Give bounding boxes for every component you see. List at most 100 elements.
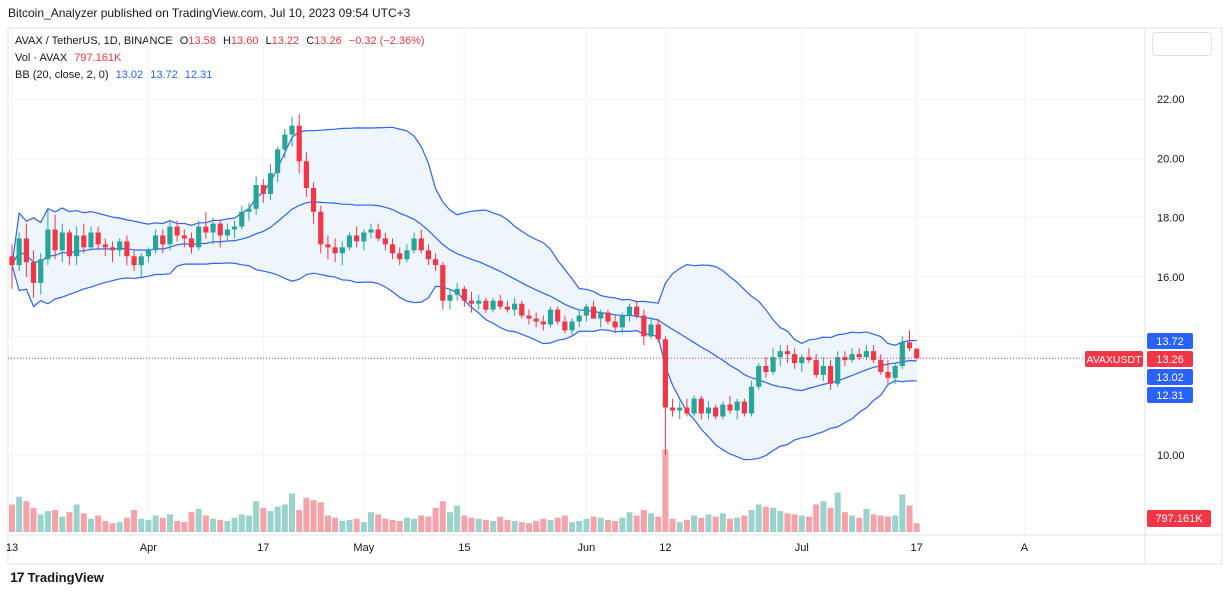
candle-body [397,253,403,260]
candle-body [569,321,575,331]
candle [842,351,848,366]
candle [705,401,712,420]
candle-body [354,235,360,242]
volume-bar [238,514,245,532]
volume-bar [30,507,37,532]
candle-body [892,366,898,378]
candle [224,223,230,242]
volume-bar [691,515,698,532]
candle-body [296,125,302,162]
candle-body [440,265,446,301]
volume-bar [432,507,439,532]
volume-bar [913,523,920,532]
candle-body [447,294,453,301]
candle [490,297,496,313]
candle-body [583,306,589,316]
volume-bar [770,507,777,532]
candle-body [526,315,532,319]
volume-bar [798,515,805,532]
candle [59,223,65,263]
volume-label[interactable]: Vol · AVAX [15,52,68,64]
candle-body [382,238,388,245]
candle-body [533,318,539,322]
volume-bar [324,515,331,532]
volume-bar [411,518,418,532]
candle [835,351,841,387]
candle-body [648,324,654,337]
candle [583,303,589,322]
candle [52,214,58,260]
candle [267,164,274,200]
candle-body [827,366,834,384]
candle-body [224,229,230,236]
candle [354,226,360,248]
bb-legend: BB (20, close, 2, 0) 13.02 13.72 12.31 [15,69,216,81]
candle [669,398,676,417]
candle-body [727,404,733,411]
volume-bar [418,515,425,532]
candle-body [806,357,812,361]
candle [16,232,22,272]
volume-bar [583,518,590,532]
candle-body [117,241,123,251]
volume-bar [461,515,468,532]
volume-bar [446,512,453,532]
candle-body [619,315,625,328]
candle [389,238,396,260]
candle-body [871,351,877,361]
candle-body [799,357,805,364]
candle-body [282,134,288,150]
candle [95,226,101,251]
volume-bar [224,521,231,532]
volume-bar [339,521,346,532]
bb-label[interactable]: BB (20, close, 2, 0) [15,69,109,81]
candle [174,220,180,242]
volume-bar [389,519,396,532]
candle-body [124,241,130,257]
candle [461,285,467,307]
candle-body [332,247,338,254]
candle [569,318,575,337]
y-tick-label: 20.00 [1157,153,1185,165]
candle-body [138,256,144,266]
candle-body [813,360,819,375]
volume-bar [382,518,389,532]
candle-body [181,235,187,239]
volume-bar [87,518,94,532]
y-tick-label: 16.00 [1157,272,1185,284]
candle [813,354,819,378]
candle [677,401,683,420]
candle [404,244,410,263]
candle [526,309,532,325]
volume-bar [439,501,446,532]
bb-upper-value: 13.72 [150,69,178,81]
volume-bar [289,493,296,532]
candle [576,309,582,328]
volume-bar [863,508,870,532]
chart-frame [7,27,1223,565]
volume-bar [152,515,159,532]
volume-bar [727,518,733,532]
candle [756,363,762,390]
candle [504,300,511,313]
candle [296,113,302,174]
ohlc-low: L13.22 [265,35,300,47]
volume-bar [554,517,561,532]
volume-bar [877,515,884,532]
candle [138,253,144,277]
candle [871,345,877,364]
volume-bar [626,512,633,532]
chart-settings-button[interactable] [1152,32,1212,56]
candle-body [275,149,281,174]
candle [820,357,826,381]
volume-bar [827,507,834,532]
candle-body [325,244,331,248]
volume-bar [217,519,224,532]
volume-bar [375,514,382,532]
x-tick-label: May [353,542,374,554]
symbol-label[interactable]: AVAX / TetherUS, 1D, BINANCE [15,35,173,47]
candle [66,229,73,266]
candle-body [95,232,101,245]
volume-bar [719,513,726,532]
